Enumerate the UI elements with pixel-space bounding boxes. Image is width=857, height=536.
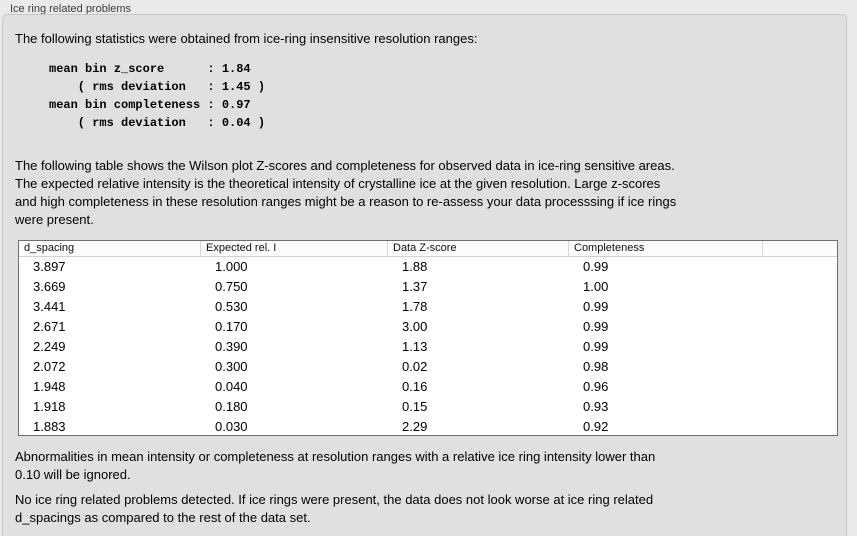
table-cell: 0.93 bbox=[583, 399, 609, 414]
table-cell: 2.072 bbox=[33, 359, 66, 374]
table-row[interactable]: 2.671 0.170 3.00 0.99 bbox=[19, 317, 837, 337]
table-cell-stub bbox=[763, 417, 837, 435]
table-cell-stub bbox=[763, 297, 837, 317]
column-header: d_spacing bbox=[19, 241, 201, 256]
ice-ring-table: d_spacing Expected rel. I Data Z-score Comp… bbox=[18, 240, 838, 436]
table-cell-stub bbox=[763, 397, 837, 417]
table-cell: 3.441 bbox=[33, 299, 66, 314]
table-cell: 1.918 bbox=[33, 399, 66, 414]
table-cell: 3.00 bbox=[402, 319, 428, 334]
table-cell: 0.16 bbox=[402, 379, 428, 394]
column-header: Completeness bbox=[569, 241, 763, 256]
table-cell: 0.390 bbox=[215, 339, 248, 354]
table-row[interactable]: 1.918 0.180 0.15 0.93 bbox=[19, 397, 837, 417]
table-cell: 1.00 bbox=[583, 279, 609, 294]
table-cell: 0.96 bbox=[583, 379, 609, 394]
table-cell-stub bbox=[763, 357, 837, 377]
column-header: Expected rel. I bbox=[201, 241, 388, 256]
table-row[interactable]: 1.883 0.030 2.29 0.92 bbox=[19, 417, 837, 435]
table-cell: 0.040 bbox=[215, 379, 248, 394]
stats-monospace-block: mean bin z_score : 1.84 ( rms deviation … bbox=[49, 62, 266, 130]
conclusion-text: No ice ring related problems detected. I… bbox=[15, 492, 654, 525]
table-header-row: d_spacing Expected rel. I Data Z-score Comp… bbox=[19, 241, 837, 257]
table-body: 3.897 1.000 1.88 0.99 3.669 0.750 1.37 1.00 3.44… bbox=[19, 257, 837, 435]
table-cell: 0.92 bbox=[583, 419, 609, 434]
table-cell: 2.671 bbox=[33, 319, 66, 334]
table-cell: 1.78 bbox=[402, 299, 428, 314]
column-header-stub bbox=[763, 241, 837, 256]
table-row[interactable]: 3.897 1.000 1.88 0.99 bbox=[19, 257, 837, 277]
table-cell-stub bbox=[763, 337, 837, 357]
table-cell-stub bbox=[763, 377, 837, 397]
table-cell: 0.180 bbox=[215, 399, 248, 414]
table-cell: 0.170 bbox=[215, 319, 248, 334]
table-cell: 1.883 bbox=[33, 419, 66, 434]
table-cell-stub bbox=[763, 317, 837, 337]
table-cell: 0.99 bbox=[583, 319, 609, 334]
table-cell: 0.300 bbox=[215, 359, 248, 374]
table-cell: 3.669 bbox=[33, 279, 66, 294]
table-cell: 0.98 bbox=[583, 359, 609, 374]
table-description-text: The following table shows the Wilson plo… bbox=[15, 158, 677, 227]
table-cell: 0.15 bbox=[402, 399, 428, 414]
table-cell: 3.897 bbox=[33, 259, 66, 274]
table-cell: 0.99 bbox=[583, 259, 609, 274]
group-box-label: Ice ring related problems bbox=[10, 3, 132, 15]
table-row[interactable]: 3.669 0.750 1.37 1.00 bbox=[19, 277, 837, 297]
table-cell: 0.02 bbox=[402, 359, 428, 374]
table-cell: 1.000 bbox=[215, 259, 248, 274]
table-cell: 1.37 bbox=[402, 279, 428, 294]
table-cell: 0.530 bbox=[215, 299, 248, 314]
table-cell: 1.948 bbox=[33, 379, 66, 394]
table-cell: 2.249 bbox=[33, 339, 66, 354]
ignore-note-text: Abnormalities in mean intensity or compl… bbox=[15, 449, 656, 482]
column-header: Data Z-score bbox=[388, 241, 569, 256]
table-cell: 0.030 bbox=[215, 419, 248, 434]
table-cell: 1.88 bbox=[402, 259, 428, 274]
table-cell-stub bbox=[763, 257, 837, 277]
group-box-panel: The following statistics were obtained f… bbox=[2, 14, 847, 536]
table-row[interactable]: 1.948 0.040 0.16 0.96 bbox=[19, 377, 837, 397]
table-cell: 0.99 bbox=[583, 339, 609, 354]
table-cell: 2.29 bbox=[402, 419, 428, 434]
table-cell-stub bbox=[763, 277, 837, 297]
table-cell: 0.750 bbox=[215, 279, 248, 294]
intro-text: The following statistics were obtained f… bbox=[15, 31, 478, 46]
table-cell: 1.13 bbox=[402, 339, 428, 354]
table-cell: 0.99 bbox=[583, 299, 609, 314]
table-row[interactable]: 3.441 0.530 1.78 0.99 bbox=[19, 297, 837, 317]
table-row[interactable]: 2.249 0.390 1.13 0.99 bbox=[19, 337, 837, 357]
table-row[interactable]: 2.072 0.300 0.02 0.98 bbox=[19, 357, 837, 377]
